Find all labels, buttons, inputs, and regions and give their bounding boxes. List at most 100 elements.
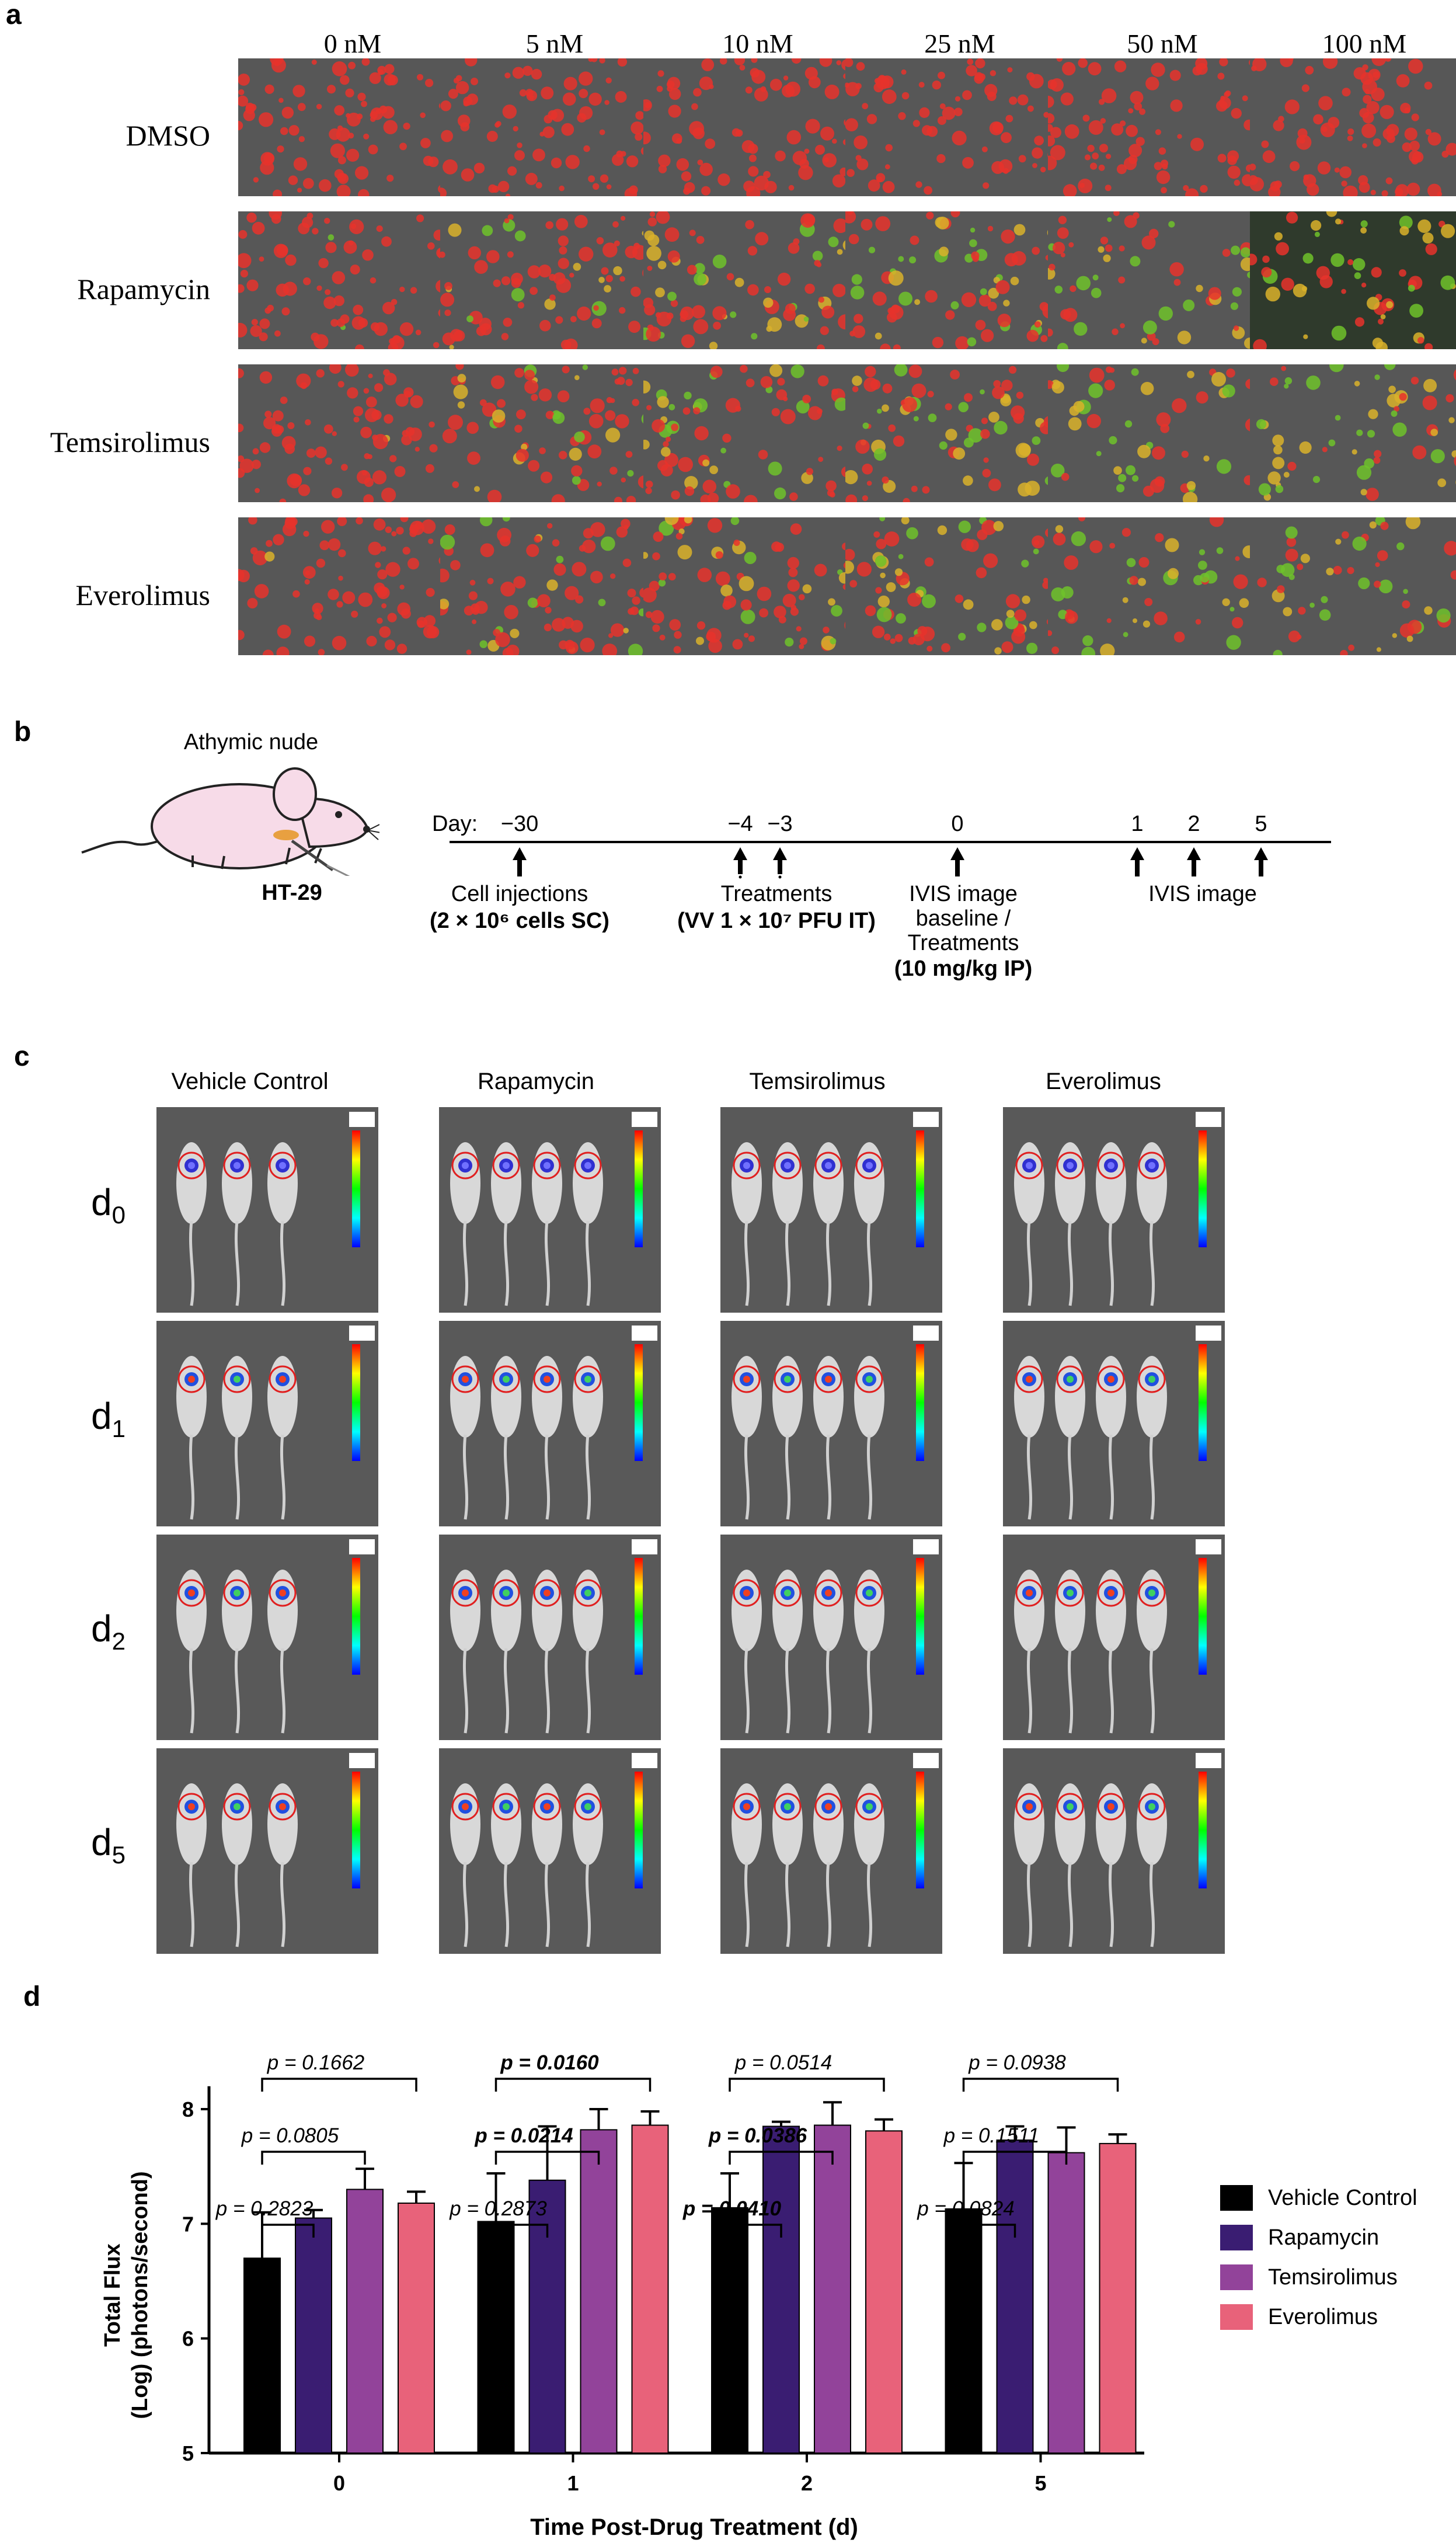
y-tick-label: 6 [182, 2327, 194, 2351]
event-cell-injections-detail: (2 × 10⁶ cells SC) [430, 909, 609, 933]
legend-label: Rapamycin [1268, 2225, 1379, 2250]
p-value-label: p = 0.0214 [474, 2124, 573, 2147]
significance-bracket [261, 2224, 315, 2238]
bar [580, 2129, 618, 2454]
x-tick-label: 5 [1034, 2471, 1046, 2495]
microscopy-image [238, 211, 468, 349]
microscopy-image [845, 58, 1075, 196]
x-tick-label: 0 [333, 2471, 345, 2495]
bar [945, 2208, 983, 2454]
p-value-label: p = 0.1511 [943, 2124, 1040, 2147]
col-head-everolimus: Everolimus [1046, 1069, 1161, 1094]
significance-bracket [962, 2224, 1016, 2238]
microscopy-image [1250, 517, 1456, 655]
microscopy-image [1048, 58, 1278, 196]
p-value-label: p = 0.0824 [917, 2197, 1014, 2220]
microscopy-image [440, 58, 670, 196]
bar [762, 2125, 800, 2454]
microscopy-image [845, 517, 1075, 655]
x-axis-label: Time Post-Drug Treatment (d) [530, 2514, 858, 2540]
mouse-label: Athymic nude [183, 730, 319, 754]
col-head-temsirolimus: Temsirolimus [749, 1069, 886, 1094]
tick-label-1: 1 [1131, 812, 1144, 836]
legend-swatch [1220, 2264, 1253, 2290]
y-axis-label-line2: (Log) (photons/second) [128, 2171, 152, 2419]
p-value-label: p = 0.2823 [215, 2197, 314, 2220]
legend-swatch [1220, 2225, 1253, 2250]
conc-label-4: 50 nM [1127, 29, 1198, 58]
microscopy-image [238, 364, 468, 502]
p-value-label: p = 0.0938 [968, 2051, 1066, 2074]
event-ivis-baseline-1: IVIS image [909, 882, 1018, 906]
ivis-image [1003, 1321, 1225, 1526]
x-tick-label: 1 [567, 2471, 579, 2495]
x-tick-label: 2 [801, 2471, 813, 2495]
y-axis-label-line1: Total Flux [100, 2243, 125, 2347]
ivis-image [156, 1321, 378, 1526]
microscopy-image [1250, 58, 1456, 196]
row-label-dmso: DMSO [126, 119, 210, 152]
significance-bracket [494, 2151, 600, 2165]
row-label-rapamycin: Rapamycin [77, 273, 210, 305]
arrow-icon [733, 847, 747, 874]
event-ivis-image: IVIS image [1148, 882, 1257, 906]
flux-bar-chart: 5 6 7 8 Total Flux (Log) (photons/second) Time… [100, 2051, 1417, 2540]
day-prefix: Day: [432, 812, 478, 836]
ivis-image [439, 1748, 661, 1954]
conc-label-5: 100 nM [1322, 29, 1407, 58]
arrow-icon [773, 847, 787, 874]
ivis-image [156, 1535, 378, 1740]
col-head-vehicle: Vehicle Control [171, 1069, 329, 1094]
ivis-image [1003, 1748, 1225, 1954]
microscopy-image [238, 58, 468, 196]
p-value-label: p = 0.0160 [500, 2051, 599, 2074]
row-label-temsirolimus: Temsirolimus [50, 426, 210, 458]
tick-label-m4: −4 [727, 812, 753, 836]
p-value-label: p = 0.0410 [682, 2197, 782, 2220]
y-tick-label: 8 [182, 2097, 194, 2121]
event-ivis-baseline-detail: (10 mg/kg IP) [894, 956, 1033, 981]
event-treatments-detail: (VV 1 × 10⁷ PFU IT) [677, 909, 876, 933]
p-value-label: p = 0.2873 [449, 2197, 547, 2220]
event-cell-injections: Cell injections [451, 882, 588, 906]
bar [865, 2130, 903, 2454]
col-head-rapamycin: Rapamycin [477, 1069, 595, 1094]
bar [243, 2257, 281, 2454]
conc-label-2: 10 nM [722, 29, 793, 58]
microscopy-image [643, 517, 873, 655]
bar [1099, 2142, 1137, 2454]
ivis-image [439, 1107, 661, 1313]
tick-label-m30: −30 [500, 812, 539, 836]
ivis-image [156, 1107, 378, 1313]
microscopy-image [1048, 517, 1278, 655]
legend-label: Everolimus [1268, 2305, 1378, 2329]
bar [528, 2179, 566, 2454]
event-ivis-baseline-2: baseline / [915, 906, 1011, 931]
bar [996, 2140, 1034, 2454]
microscopy-image [1048, 211, 1278, 349]
microscopy-image [845, 211, 1075, 349]
legend-swatch [1220, 2185, 1253, 2211]
legend-label: Vehicle Control [1268, 2186, 1417, 2210]
panel-a-letter: a [6, 0, 22, 30]
significance-bracket [494, 2078, 652, 2092]
significance-bracket [729, 2151, 834, 2165]
significance-bracket [261, 2078, 417, 2092]
day-label-d2: d2 [91, 1608, 126, 1655]
mouse-illustration [81, 767, 379, 876]
ivis-image [1003, 1535, 1225, 1740]
tick-label-m3: −3 [767, 812, 793, 836]
ivis-image [720, 1107, 942, 1313]
day-label-d0: d0 [91, 1181, 126, 1229]
significance-bracket [494, 2224, 549, 2238]
significance-bracket [729, 2224, 782, 2238]
microscopy-image [643, 364, 873, 502]
bar [398, 2202, 435, 2454]
arrow-icon [513, 847, 527, 876]
day-label-d5: d5 [91, 1821, 126, 1869]
significance-bracket [962, 2151, 1068, 2165]
bar [346, 2189, 384, 2454]
conc-label-1: 5 nM [525, 29, 584, 58]
ivis-image [720, 1748, 942, 1954]
day-label-d1: d1 [91, 1395, 126, 1442]
